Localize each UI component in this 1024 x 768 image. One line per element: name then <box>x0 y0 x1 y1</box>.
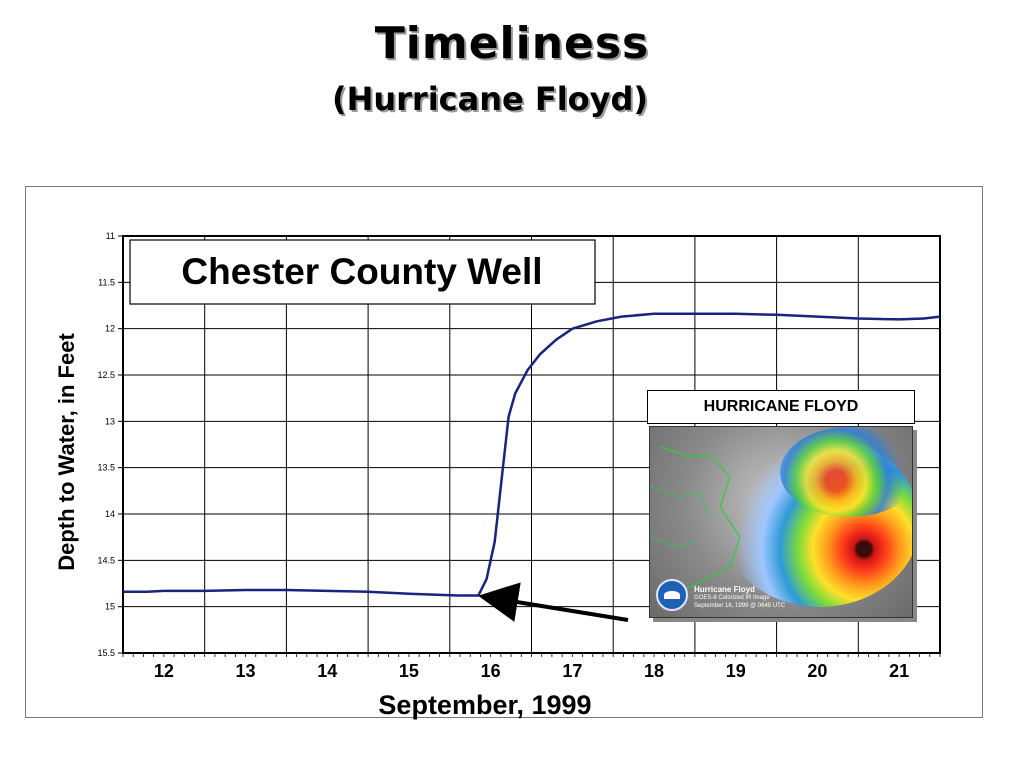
x-tick-label: 15 <box>399 661 419 681</box>
water-level-line <box>123 312 941 597</box>
slide-title: Timeliness <box>374 18 650 69</box>
x-tick-label: 12 <box>154 661 174 681</box>
image-subtitle: GOES-8 Colorized IR Image <box>694 595 770 601</box>
x-tick-label: 21 <box>889 661 909 681</box>
y-tick-label: 15.5 <box>97 648 115 658</box>
x-tick-label: 20 <box>807 661 827 681</box>
y-tick-label: 14 <box>105 509 115 519</box>
storm-cloud-band <box>780 427 912 517</box>
y-tick-label: 13 <box>105 416 115 426</box>
y-tick-label: 11.5 <box>98 277 115 287</box>
x-tick-label: 13 <box>236 661 256 681</box>
y-tick-label: 12.5 <box>97 370 115 380</box>
y-tick-label: 13.5 <box>97 463 115 473</box>
hurricane-inset: HURRICANE FLOYD Hurricane Floyd GOES-8 C… <box>647 390 917 630</box>
image-title: Hurricane Floyd <box>694 585 755 594</box>
x-tick-label: 19 <box>726 661 746 681</box>
image-date: September 16, 1999 @ 0645 UTC <box>694 603 786 609</box>
inset-caption: HURRICANE FLOYD <box>647 390 915 424</box>
y-tick-label: 11 <box>106 231 115 241</box>
x-tick-label: 14 <box>317 661 337 681</box>
y-tick-label: 14.5 <box>97 555 115 565</box>
chart-title: Chester County Well <box>181 251 542 292</box>
y-tick-label: 12 <box>105 324 115 334</box>
x-axis-label: September, 1999 <box>378 690 591 720</box>
noaa-logo-icon <box>656 579 688 611</box>
x-tick-label: 17 <box>562 661 582 681</box>
slide-subtitle: (Hurricane Floyd) <box>331 80 649 118</box>
y-axis-label: Depth to Water, in Feet <box>54 333 79 571</box>
chart-title-box <box>129 239 596 305</box>
satellite-image: Hurricane Floyd GOES-8 Colorized IR Imag… <box>649 426 913 618</box>
x-tick-label: 18 <box>644 661 664 681</box>
y-tick-label: 15 <box>105 602 115 612</box>
x-tick-label: 16 <box>481 661 501 681</box>
